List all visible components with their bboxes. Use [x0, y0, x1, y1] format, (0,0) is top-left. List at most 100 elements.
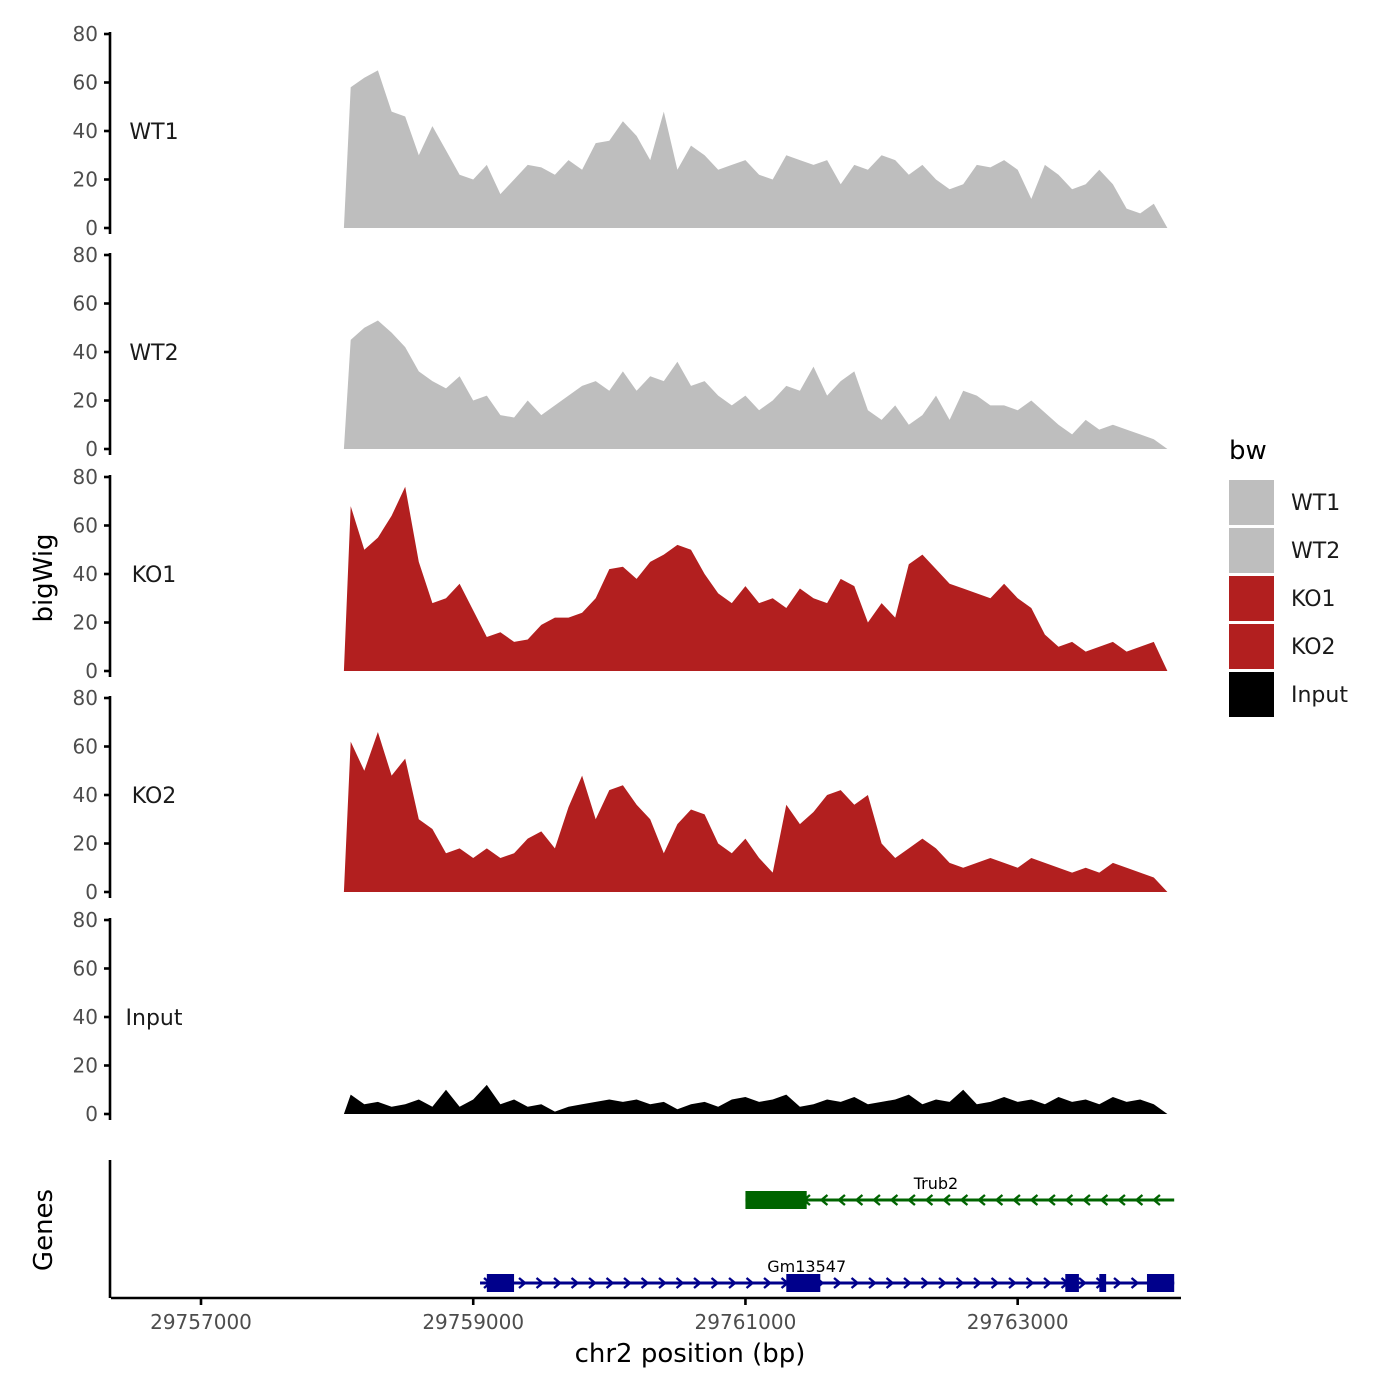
x-axis-title: chr2 position (bp)	[575, 1339, 806, 1369]
strand-chevron	[994, 1194, 1004, 1206]
legend-label-ko1: KO1	[1291, 587, 1336, 612]
strand-chevron	[745, 1277, 755, 1289]
gene-gm13547: Gm13547	[480, 1257, 1175, 1292]
gene-exon	[1065, 1274, 1079, 1292]
x-axis: 29757000 29759000 29761000 29763000	[111, 1296, 1181, 1334]
legend-swatch-wt1	[1229, 480, 1274, 525]
gene-exon	[786, 1274, 821, 1292]
coverage-area-ko1	[343, 486, 1168, 671]
genes-panel: Trub2 Gm13547	[108, 1160, 1175, 1298]
y-tick-label: 20	[73, 611, 98, 635]
y-tick-label: 60	[73, 292, 98, 316]
y-axis-title: bigWig	[29, 533, 59, 622]
track-wt1: 0 20 40 60 80 WT1	[73, 22, 1168, 240]
gene-exon	[745, 1191, 807, 1209]
y-tick-label: 60	[73, 71, 98, 95]
strand-chevron	[850, 1277, 860, 1289]
strand-chevron	[885, 1277, 895, 1289]
gene-exon	[1146, 1274, 1175, 1292]
legend-swatch-ko2	[1229, 624, 1274, 669]
y-tick-label: 20	[73, 389, 98, 413]
strand-chevron	[1025, 1277, 1035, 1289]
strand-chevron	[1130, 1277, 1140, 1289]
strand-chevron	[640, 1277, 650, 1289]
strand-chevron	[837, 1194, 846, 1206]
y-tick-label: 20	[73, 1054, 98, 1078]
strand-chevron	[973, 1277, 982, 1289]
y-tick-label: 40	[73, 562, 98, 586]
y-tick-label: 80	[73, 686, 98, 710]
strand-chevron	[1008, 1277, 1017, 1289]
y-tick-label: 20	[73, 832, 98, 856]
x-tick-label: 29757000	[150, 1310, 252, 1334]
strand-chevron	[907, 1194, 916, 1206]
y-tick-label: 40	[73, 119, 98, 143]
legend-swatch-wt2	[1229, 528, 1274, 573]
track-label-wt2: WT2	[129, 341, 178, 366]
coverage-tracks: 0 20 40 60 80 WT1 0 20 40 60 80 WT2 0 20 40 60 80 KO1 0 20 4…	[73, 22, 1168, 1126]
y-tick-label: 60	[73, 735, 98, 759]
y-tick-label: 80	[73, 22, 98, 46]
track-label-ko2: KO2	[132, 784, 177, 809]
y-tick-label: 80	[73, 243, 98, 267]
strand-chevron	[959, 1194, 969, 1206]
strand-chevron	[763, 1277, 772, 1289]
coverage-area-wt1	[343, 70, 1168, 229]
strand-chevron	[854, 1194, 864, 1206]
y-tick-label: 60	[73, 957, 98, 981]
legend: bw WT1 WT2 KO1 KO2 Input	[1229, 436, 1348, 717]
y-tick-label: 60	[73, 514, 98, 538]
x-tick-label: 29761000	[695, 1310, 797, 1334]
y-tick-label: 0	[85, 880, 98, 904]
strand-chevron	[658, 1277, 667, 1289]
track-wt2: 0 20 40 60 80 WT2	[73, 243, 1168, 461]
legend-label-input: Input	[1291, 683, 1348, 708]
strand-chevron	[518, 1277, 527, 1289]
y-tick-label: 40	[73, 1005, 98, 1029]
strand-chevron	[605, 1277, 615, 1289]
gene-label: Trub2	[913, 1174, 958, 1193]
track-input: 0 20 40 60 80 Input	[73, 908, 1168, 1126]
track-ko1: 0 20 40 60 80 KO1	[73, 465, 1168, 683]
strand-chevron	[1113, 1277, 1122, 1289]
strand-chevron	[728, 1277, 737, 1289]
strand-chevron	[623, 1277, 632, 1289]
strand-chevron	[1064, 1194, 1074, 1206]
track-ko2: 0 20 40 60 80 KO2	[73, 686, 1168, 904]
strand-chevron	[1082, 1194, 1091, 1206]
legend-label-ko2: KO2	[1291, 635, 1336, 660]
strand-chevron	[1047, 1194, 1056, 1206]
strand-chevron	[1012, 1194, 1021, 1206]
legend-label-wt1: WT1	[1291, 491, 1340, 516]
legend-swatch-ko1	[1229, 576, 1274, 621]
coverage-area-wt2	[343, 320, 1168, 449]
y-tick-label: 0	[85, 1102, 98, 1126]
track-label-input: Input	[126, 1006, 183, 1031]
strand-chevron	[872, 1194, 881, 1206]
strand-chevron	[990, 1277, 1000, 1289]
strand-chevron	[889, 1194, 899, 1206]
gene-label: Gm13547	[767, 1257, 846, 1276]
legend-label-wt2: WT2	[1291, 539, 1340, 564]
strand-chevron	[553, 1277, 562, 1289]
genes-axis-title: Genes	[29, 1189, 59, 1271]
y-tick-label: 0	[85, 216, 98, 240]
strand-chevron	[920, 1277, 930, 1289]
coverage-area-ko2	[343, 732, 1168, 892]
coverage-area-input	[343, 1084, 1168, 1114]
gene-trub2: Trub2	[745, 1174, 1175, 1209]
strand-chevron	[819, 1194, 829, 1206]
y-tick-label: 0	[85, 437, 98, 461]
strand-chevron	[955, 1277, 965, 1289]
track-label-wt1: WT1	[129, 120, 178, 145]
strand-chevron	[903, 1277, 912, 1289]
gene-exon	[486, 1274, 515, 1292]
strand-chevron	[1152, 1194, 1161, 1206]
strand-chevron	[942, 1194, 951, 1206]
strand-chevron	[924, 1194, 934, 1206]
strand-chevron	[977, 1194, 986, 1206]
strand-chevron	[570, 1277, 580, 1289]
legend-title: bw	[1229, 436, 1267, 466]
strand-chevron	[588, 1277, 597, 1289]
strand-chevron	[1099, 1194, 1109, 1206]
